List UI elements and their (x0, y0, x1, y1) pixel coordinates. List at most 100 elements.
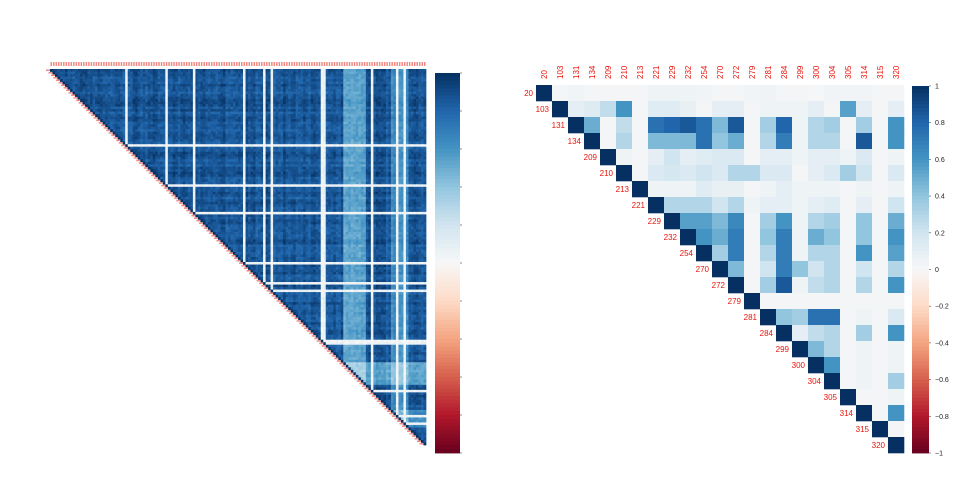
left-heatmap-cell (375, 131, 379, 135)
left-heatmap-cell (80, 79, 83, 82)
left-heatmap-cell (222, 136, 226, 140)
left-heatmap-cell (175, 76, 179, 80)
left-heatmap-cell (175, 119, 179, 122)
left-heatmap-cell (155, 104, 159, 107)
left-heatmap-cell (385, 134, 389, 138)
left-heatmap-cell (238, 69, 241, 72)
left-heatmap-cell (215, 91, 219, 95)
left-heatmap-cell (145, 149, 149, 153)
left-heatmap-cell (330, 141, 334, 145)
left-heatmap-cell (310, 121, 314, 125)
left-heatmap-cell (190, 106, 194, 110)
left-heatmap-cell (253, 161, 256, 165)
left-heatmap-cell (250, 101, 254, 105)
left-heatmap-cell (160, 149, 164, 153)
left-heatmap-cell (200, 79, 204, 82)
left-heatmap-cell (363, 149, 367, 153)
left-heatmap-cell (230, 89, 234, 92)
left-heatmap-cell (192, 139, 196, 143)
left-heatmap-cell (70, 74, 73, 77)
left-heatmap-cell (120, 89, 124, 92)
left-heatmap-cell (190, 161, 194, 165)
left-heatmap-cell (368, 76, 372, 80)
left-heatmap-cell (278, 116, 281, 120)
left-heatmap-cell (333, 146, 337, 150)
left-heatmap-cell (258, 124, 261, 128)
left-heatmap-cell (290, 134, 294, 138)
left-heatmap-cell (408, 156, 412, 160)
left-heatmap-cell (227, 134, 231, 138)
left-heatmap-cell (363, 119, 367, 122)
left-heatmap-cell (370, 129, 374, 133)
left-heatmap-cell (273, 154, 276, 158)
left-heatmap-cell (355, 161, 359, 165)
left-heatmap-cell (87, 69, 91, 72)
left-heatmap-cell (105, 124, 109, 128)
left-heatmap-cell (210, 101, 214, 105)
left-heatmap-cell (132, 86, 136, 90)
left-heatmap-cell (180, 126, 184, 130)
left-heatmap-cell (275, 119, 279, 122)
left-heatmap-cell (165, 84, 169, 87)
left-heatmap-cell (180, 71, 184, 75)
left-heatmap-cell (388, 81, 392, 85)
left-heatmap-cell (293, 89, 297, 92)
left-heatmap-cell (222, 141, 226, 145)
left-heatmap-cell (258, 146, 261, 150)
left-heatmap-cell (140, 104, 144, 107)
left-heatmap-cell (388, 156, 392, 160)
left-heatmap-cell (232, 96, 236, 100)
left-heatmap-cell (222, 86, 226, 90)
left-heatmap-cell (423, 146, 427, 150)
left-heatmap-cell (177, 136, 181, 140)
left-heatmap-cell (157, 156, 161, 160)
left-heatmap-cell (215, 144, 219, 148)
left-heatmap-cell (408, 101, 412, 105)
left-heatmap-cell (373, 149, 377, 153)
left-heatmap-cell (205, 126, 209, 130)
left-heatmap-cell (363, 159, 367, 163)
left-heatmap-cell (308, 124, 312, 128)
left-heatmap-cell (165, 116, 169, 120)
left-heatmap-cell (117, 79, 121, 82)
left-heatmap-cell (375, 126, 379, 130)
left-heatmap-cell (278, 84, 281, 87)
left-heatmap-cell (110, 86, 114, 90)
left-heatmap-cell (72, 91, 76, 95)
left-heatmap-cell (303, 94, 307, 97)
left-heatmap-cell (393, 84, 397, 87)
left-heatmap-cell (165, 156, 169, 160)
left-heatmap-cell (130, 94, 134, 97)
left-heatmap-cell (112, 109, 116, 112)
left-heatmap-cell (222, 109, 226, 112)
left-heatmap-cell (305, 81, 309, 85)
left-heatmap-cell (358, 74, 362, 77)
left-heatmap-cell (177, 74, 181, 77)
left-heatmap-cell (187, 121, 191, 125)
left-heatmap-cell (368, 129, 372, 133)
left-heatmap-cell (97, 114, 101, 117)
left-heatmap-cell (323, 144, 327, 148)
left-heatmap-cell (145, 151, 149, 155)
left-heatmap-cell (195, 104, 199, 107)
left-heatmap-cell (318, 156, 322, 160)
left-heatmap-cell (85, 104, 88, 107)
left-heatmap-cell (137, 154, 141, 158)
left-heatmap-cell (235, 106, 239, 110)
left-heatmap-cell (320, 74, 324, 77)
left-heatmap-cell (137, 141, 141, 145)
left-heatmap-cell (200, 74, 204, 77)
left-heatmap-cell (197, 74, 201, 77)
left-heatmap-cell (415, 79, 419, 82)
left-heatmap-cell (238, 99, 241, 102)
left-heatmap-cell (210, 149, 214, 153)
left-heatmap-cell (82, 74, 86, 77)
left-heatmap-cell (350, 109, 354, 112)
left-heatmap-cell (258, 151, 261, 155)
left-heatmap-cell (410, 129, 414, 133)
left-heatmap-cell (222, 121, 226, 125)
left-heatmap-cell (260, 114, 264, 117)
left-heatmap-cell (278, 69, 281, 72)
left-heatmap-cell (225, 99, 229, 102)
left-heatmap-cell (200, 134, 204, 138)
